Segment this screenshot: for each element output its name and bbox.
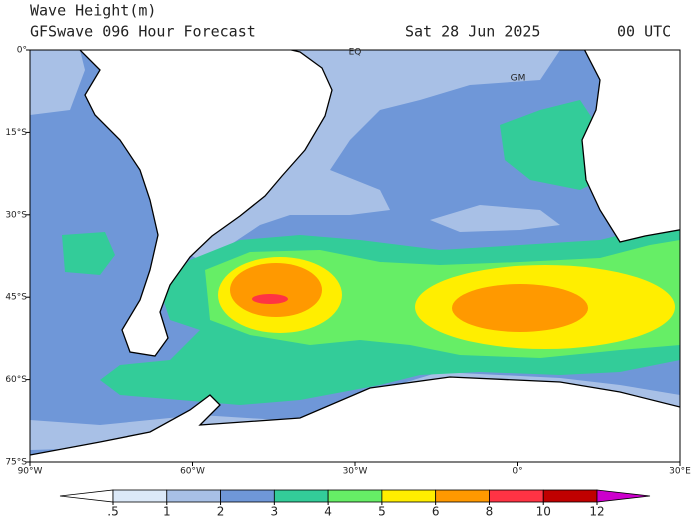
colorbar-segment — [435, 489, 490, 503]
lat-label: 60°S — [5, 375, 27, 385]
lat-label: 30°S — [5, 210, 27, 220]
field — [430, 205, 560, 232]
colorbar-high — [596, 489, 651, 503]
colorbar-label: 10 — [536, 505, 551, 519]
title: Wave Height(m) — [30, 2, 156, 20]
lon-label: 90°W — [18, 467, 43, 477]
subtitle: GFSwave 096 Hour Forecast — [30, 23, 256, 41]
colorbar-segment — [381, 489, 437, 503]
lat-label: 45°S — [5, 293, 27, 303]
map — [30, 50, 680, 462]
lat-label: 0° — [17, 46, 27, 56]
colorbar-low — [59, 489, 114, 503]
field — [30, 50, 85, 115]
colorbar-segment — [220, 489, 275, 503]
lon-label: 30°W — [343, 467, 368, 477]
field — [500, 100, 610, 190]
field — [452, 284, 588, 332]
colorbar-label: 5 — [378, 505, 386, 519]
colorbar-label: 1 — [163, 505, 171, 519]
colorbar-segment — [166, 489, 221, 503]
lat-label: 75°S — [5, 458, 27, 468]
place-label: GM — [511, 74, 526, 84]
africa — [581, 50, 680, 243]
colorbar-label: .5 — [107, 505, 118, 519]
lon-label: 30°E — [669, 467, 691, 477]
lat-label: 15°S — [5, 128, 27, 138]
colorbar-segment — [489, 489, 544, 503]
field — [180, 50, 560, 260]
colorbar-label: 2 — [217, 505, 225, 519]
lon-label: 0° — [512, 467, 522, 477]
south-america — [79, 50, 333, 357]
colorbar-label: 6 — [432, 505, 440, 519]
lon-label: 60°W — [180, 467, 205, 477]
time: 00 UTC — [617, 23, 671, 41]
antarctica — [30, 376, 680, 462]
field — [230, 263, 322, 317]
field — [62, 232, 115, 275]
colorbar-segment — [112, 489, 168, 503]
field — [252, 294, 288, 304]
colorbar-segment — [273, 489, 329, 503]
date: Sat 28 Jun 2025 — [405, 23, 540, 41]
colorbar-label: 12 — [589, 505, 604, 519]
colorbar-segment — [327, 489, 383, 503]
colorbar-label: 4 — [324, 505, 332, 519]
colorbar-label: 8 — [486, 505, 494, 519]
colorbar-label: 3 — [271, 505, 279, 519]
colorbar-segment — [542, 489, 598, 503]
place-label: EQ — [349, 48, 362, 58]
